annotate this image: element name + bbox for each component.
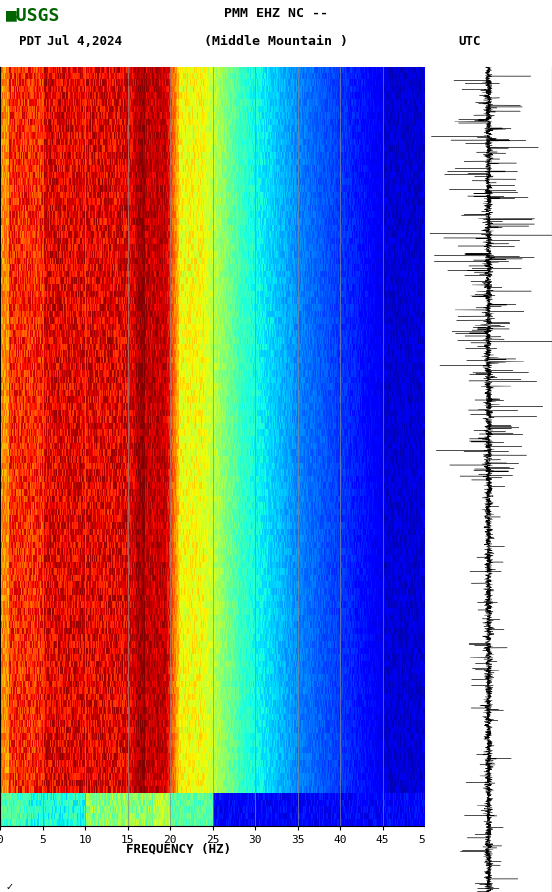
Text: ■USGS: ■USGS <box>6 7 60 25</box>
Text: UTC: UTC <box>458 35 481 48</box>
Text: PDT: PDT <box>19 35 42 48</box>
Text: (Middle Mountain ): (Middle Mountain ) <box>204 35 348 48</box>
Text: ✓: ✓ <box>6 882 14 892</box>
Text: PMM EHZ NC --: PMM EHZ NC -- <box>224 7 328 20</box>
Text: Jul 4,2024: Jul 4,2024 <box>47 35 122 48</box>
Text: FREQUENCY (HZ): FREQUENCY (HZ) <box>126 842 231 855</box>
